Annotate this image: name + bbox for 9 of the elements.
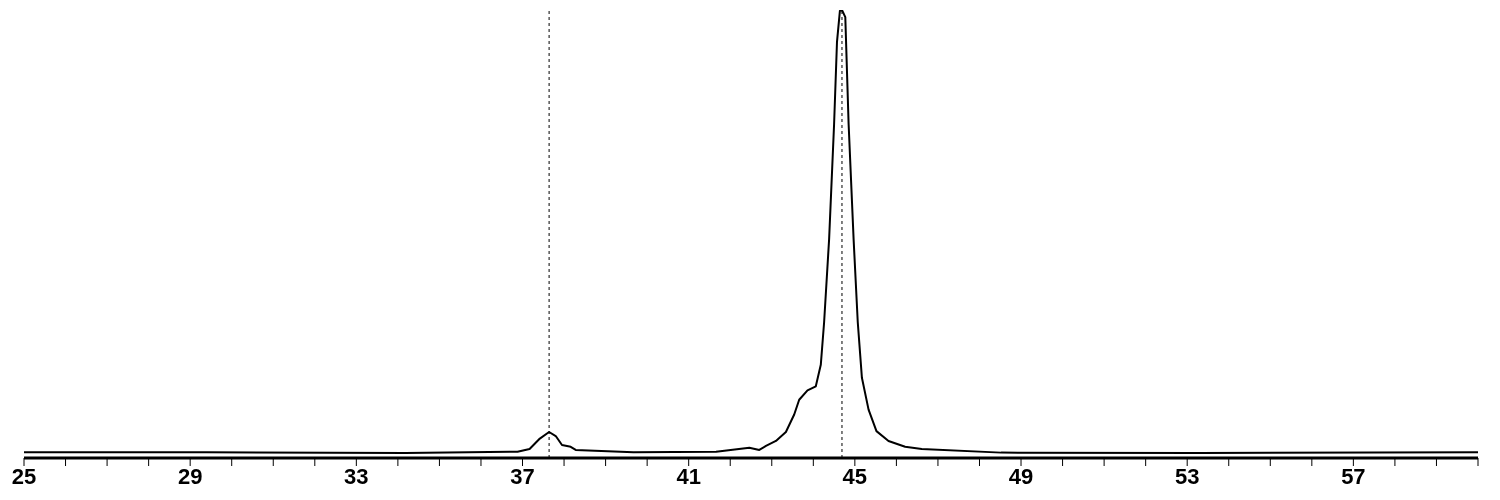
x-tick-label: 53 bbox=[1174, 463, 1200, 489]
x-tick-label: 37 bbox=[510, 463, 535, 489]
x-tick-label: 29 bbox=[177, 463, 203, 489]
x-tick-label: 57 bbox=[1341, 463, 1366, 489]
x-tick-label: 41 bbox=[676, 463, 701, 489]
x-tick-label: 49 bbox=[1008, 463, 1034, 489]
x-tick-label: 33 bbox=[344, 463, 369, 489]
x-tick-label: 45 bbox=[842, 463, 868, 489]
x-tick-label: 25 bbox=[11, 463, 37, 489]
